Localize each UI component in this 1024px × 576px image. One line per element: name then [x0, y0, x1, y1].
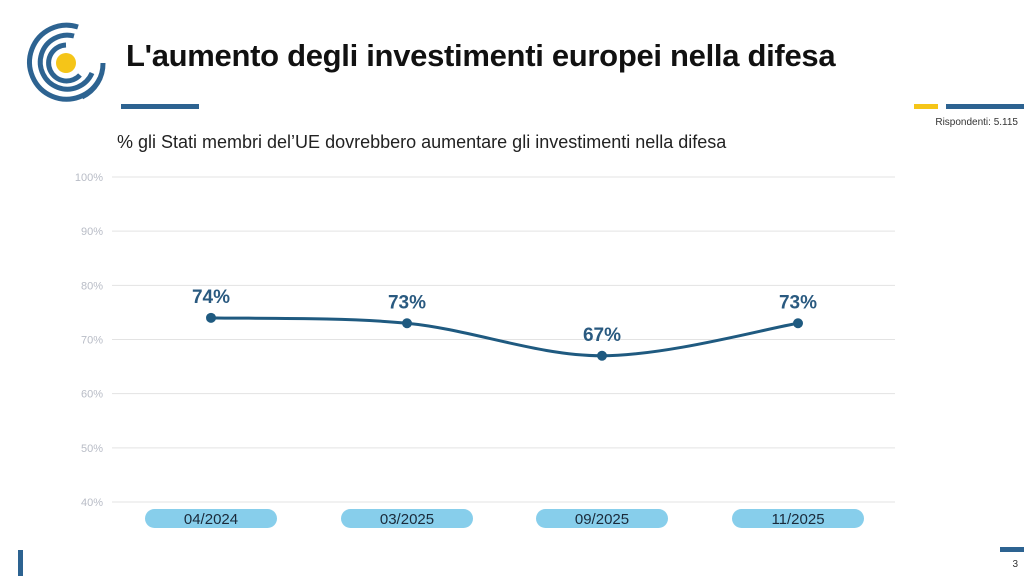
x-tick-label: 04/2024 — [184, 511, 238, 528]
data-point — [402, 318, 412, 329]
y-tick-label: 60% — [81, 389, 103, 401]
data-label: 67% — [583, 325, 621, 346]
data-point — [206, 312, 216, 323]
x-category-pill — [732, 509, 864, 528]
x-tick-label: 03/2025 — [380, 511, 434, 528]
series-line — [210, 316, 799, 358]
x-category-pill — [536, 509, 668, 528]
data-point — [793, 318, 803, 329]
corner-bar-left — [18, 550, 23, 576]
y-tick-label: 40% — [81, 497, 103, 509]
x-category-pill — [145, 509, 277, 528]
respondents-count: Rispondenti: 5.115 — [935, 117, 1018, 128]
accent-bar-yellow — [914, 104, 938, 109]
x-tick-label: 11/2025 — [771, 511, 824, 528]
x-tick-label: 09/2025 — [575, 511, 629, 528]
page-title: L'aumento degli investimenti europei nel… — [126, 38, 836, 73]
y-tick-label: 50% — [81, 443, 103, 455]
y-tick-label: 100% — [75, 172, 103, 184]
y-tick-label: 80% — [81, 280, 103, 292]
x-category-pill — [341, 509, 473, 528]
page-number: 3 — [1012, 559, 1018, 570]
data-point — [597, 350, 607, 361]
y-tick-label: 90% — [81, 226, 103, 238]
y-tick-label: 70% — [81, 335, 103, 347]
corner-bar-right — [1000, 547, 1024, 552]
logo-icon — [27, 22, 106, 102]
chart-title: % gli Stati membri del’UE dovrebbero aum… — [117, 132, 727, 152]
data-label: 73% — [779, 292, 817, 313]
data-label: 73% — [388, 292, 426, 313]
data-label: 74% — [192, 287, 230, 308]
accent-bar-blue — [946, 104, 1024, 109]
title-underline — [121, 104, 199, 109]
